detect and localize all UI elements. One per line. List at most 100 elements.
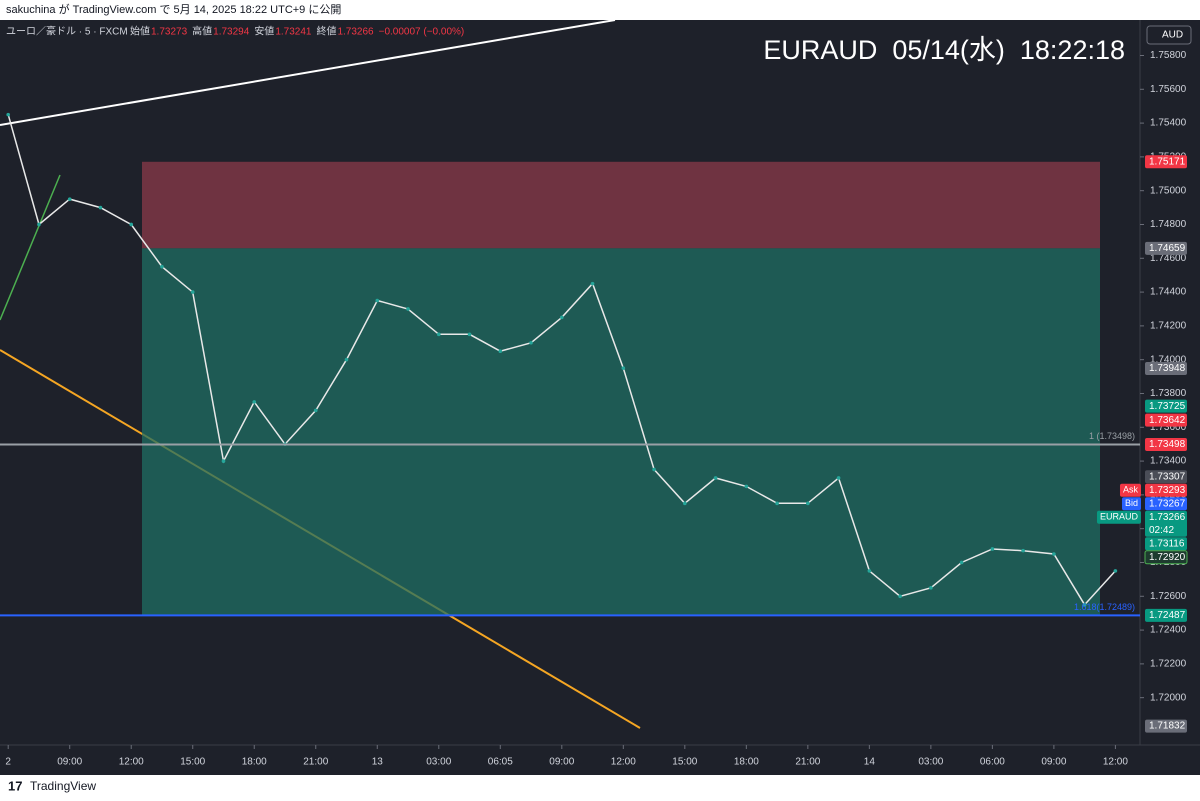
price-point (621, 366, 626, 370)
price-tag (1145, 608, 1187, 622)
price-tag (1144, 550, 1188, 565)
y-tick-label: 1.75000 (1150, 185, 1187, 196)
price-tag-name: Ask (1123, 485, 1139, 495)
price-point (836, 476, 841, 480)
price-point (529, 340, 533, 345)
price-point (559, 315, 564, 320)
price-point (344, 357, 349, 362)
price-tag-name: EURAUD (1100, 512, 1139, 522)
x-tick-label: 13 (372, 757, 384, 768)
y-tick-label: 1.74600 (1150, 253, 1187, 264)
ohlc-value: 1.73294 (213, 27, 250, 38)
price-point (436, 332, 441, 337)
price-tag-label: 1.71832 (1149, 721, 1186, 732)
price-tag-label: 1.73642 (1149, 415, 1186, 426)
trend-line (0, 19, 616, 126)
price-point (6, 112, 11, 117)
chart-title: EURAUD 05/14(水) 18:22:18 (763, 35, 1125, 65)
price-point (929, 586, 933, 590)
price-tag-label: 1.72487 (1149, 610, 1186, 621)
y-tick-label: 1.72600 (1150, 591, 1187, 602)
price-point (652, 467, 656, 472)
y-tick-label: 1.75800 (1150, 50, 1187, 61)
price-point (1082, 602, 1087, 607)
ohlc-label: 安値 (254, 25, 274, 38)
ohlc-label: 始値 (130, 25, 150, 38)
publisher: sakuchina が TradingView.com で 5月 14, 202… (6, 2, 341, 16)
x-tick-label: 03:00 (426, 757, 451, 768)
price-point (98, 205, 103, 210)
price-point (713, 476, 718, 480)
price-point (775, 501, 779, 506)
price-point (806, 501, 810, 506)
price-tag-label: 1.73725 (1149, 401, 1186, 412)
x-tick-label: 09:00 (57, 757, 82, 768)
y-tick-label: 1.75400 (1150, 118, 1187, 129)
y-tick-label: 1.72000 (1150, 692, 1187, 703)
position-zone (142, 161, 1100, 249)
x-tick-label: 15:00 (672, 757, 697, 768)
x-tick-label: 21:00 (795, 757, 820, 768)
price-point (67, 197, 72, 201)
x-tick-label: 21:00 (303, 757, 328, 768)
footer-logo: TradingView (30, 779, 96, 793)
price-tag-label: 1.72920 (1149, 552, 1186, 563)
price-tag (1145, 155, 1187, 169)
price-point (1113, 569, 1118, 573)
y-tick-label: 1.72200 (1150, 659, 1187, 670)
price-point (744, 484, 749, 489)
price-tag-label: 1.73266 (1149, 512, 1186, 523)
price-point (129, 222, 134, 227)
price-tag (1145, 537, 1187, 551)
y-tick-label: 1.75600 (1150, 84, 1187, 95)
currency-box[interactable] (1146, 25, 1192, 45)
logo-icon: 17 (8, 778, 22, 793)
price-tag-label: 1.74659 (1149, 243, 1186, 254)
price-tag-label: 1.75171 (1149, 156, 1186, 167)
ohlc-value: 1.73273 (151, 27, 188, 38)
price-tag-label: 1.73498 (1149, 439, 1186, 450)
price-point (313, 408, 318, 413)
x-tick-label: 14 (864, 757, 876, 768)
price-tag (1145, 399, 1187, 413)
y-tick-label: 1.74800 (1150, 219, 1187, 230)
currency[interactable]: AUD (1162, 30, 1183, 41)
price-tag-name: Bid (1125, 498, 1138, 508)
price-point (498, 349, 503, 354)
ohlc-label: 高値 (192, 25, 212, 38)
price-tag (1145, 413, 1187, 427)
price-point (37, 222, 41, 227)
y-tick-label: 1.74400 (1150, 287, 1187, 298)
ohlc-value: 1.73241 (275, 27, 312, 38)
y-tick-label: 1.73600 (1150, 422, 1187, 433)
price-tag-label: 1.73267 (1149, 498, 1186, 509)
price-point (406, 307, 410, 311)
price-point (1052, 552, 1056, 556)
price-point (467, 332, 472, 337)
price-point (375, 298, 380, 303)
y-tick-label: 1.73800 (1150, 388, 1187, 399)
x-tick-label: 03:00 (918, 757, 943, 768)
price-point (252, 400, 257, 404)
y-tick-label: 1.73400 (1150, 456, 1187, 467)
y-tick-label: 1.72400 (1150, 625, 1187, 636)
x-tick-label: 06:05 (488, 757, 513, 768)
price-point (221, 459, 226, 463)
price-tag-name-bg (1096, 510, 1141, 524)
change: −0.00007 (−0.00%) (379, 27, 465, 38)
x-tick-label: 2 (5, 757, 11, 768)
level-label: 1.618(1.72489) (1074, 602, 1135, 612)
price-tag-label: 1.73293 (1149, 485, 1186, 496)
price-point (898, 594, 902, 599)
price-tag (1145, 483, 1187, 497)
x-tick-label: 18:00 (734, 757, 759, 768)
price-tag (1145, 470, 1187, 484)
price-point (190, 290, 195, 294)
price-point (160, 264, 164, 269)
price-point (959, 560, 964, 565)
price-tag-name-bg (1119, 483, 1141, 497)
price-tag-label: 1.73116 (1149, 538, 1185, 549)
symbol-info: ユーロ／豪ドル · 5 · FXCM (6, 25, 128, 38)
x-tick-label: 18:00 (242, 757, 267, 768)
